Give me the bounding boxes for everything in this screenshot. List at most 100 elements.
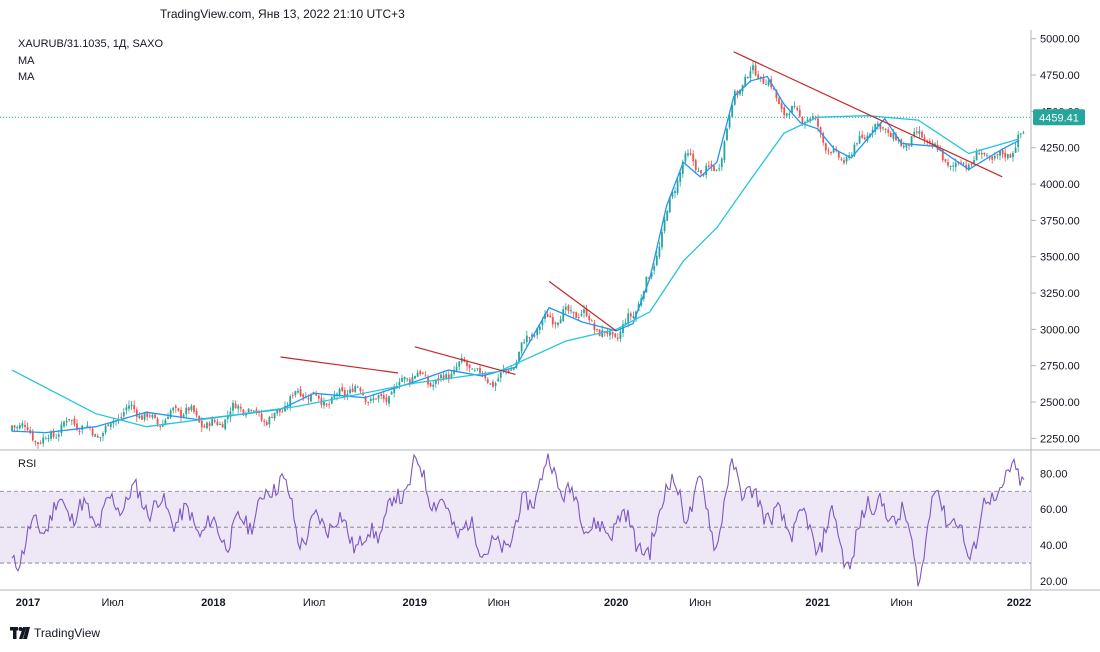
candle-body [317, 395, 320, 399]
candle-body [908, 144, 910, 146]
candle-body [658, 246, 661, 257]
candle-body [676, 180, 679, 193]
candle-body [663, 219, 666, 231]
candle-body [307, 398, 310, 400]
candle-body [726, 128, 728, 140]
candle-body [967, 164, 970, 171]
candle-body [788, 113, 791, 116]
last-price-marker: 4459.41 [0, 109, 1085, 126]
candle-body [421, 372, 424, 374]
candle-body [715, 169, 718, 171]
candle-body [999, 150, 1001, 156]
candle-body [174, 406, 177, 409]
candle-body [291, 395, 294, 397]
candle-body [375, 398, 377, 400]
candle-body [388, 396, 390, 404]
candle-body [759, 76, 762, 79]
candle-body [531, 334, 533, 337]
candle-body [102, 433, 104, 437]
trendlines [280, 51, 1003, 376]
candle-body [37, 442, 39, 445]
candle-body [562, 309, 565, 321]
candle-body [723, 141, 726, 160]
candle-body [819, 127, 822, 133]
candle-body [817, 118, 819, 127]
tradingview-brand: TradingView [10, 626, 100, 640]
candle-body [775, 89, 778, 99]
candle-body [757, 74, 760, 80]
symbol-label[interactable]: XAURUB/31.1035, 1Д, SAXO [18, 38, 164, 50]
candle-body [219, 424, 221, 426]
candle-body [70, 419, 73, 421]
candle-body [302, 394, 305, 398]
candle-body [380, 394, 383, 396]
candle-body [892, 133, 895, 139]
time-tick-label: Июн [488, 597, 510, 609]
candle-body [559, 319, 562, 324]
candle-body [889, 132, 892, 138]
candle-body [749, 71, 752, 78]
candle-body [224, 419, 227, 430]
candle-body [921, 131, 923, 138]
candle-body [949, 165, 952, 167]
candle-body [135, 409, 138, 417]
candle-body [489, 383, 492, 385]
candle-body [265, 422, 268, 426]
candle-body [468, 364, 471, 369]
candle-body [276, 409, 279, 414]
candle-body [414, 375, 416, 379]
time-tick-label: Июн [890, 597, 912, 609]
candle-body [588, 315, 591, 321]
source-header: TradingView.com, Янв 13, 2022 21:10 UTC+… [160, 7, 405, 21]
candle-body [476, 368, 479, 370]
candle-body [752, 65, 754, 71]
candle-body [273, 412, 276, 419]
rsi-pane [0, 453, 1031, 587]
candle-body [915, 131, 918, 133]
candle-body [252, 410, 255, 412]
candle-body [99, 437, 102, 439]
candle-body [611, 331, 614, 335]
candle-body [406, 378, 409, 380]
candle-body [24, 424, 26, 427]
ma-slow-label[interactable]: MA [18, 71, 35, 83]
candle-body [733, 90, 736, 105]
trendline [548, 280, 617, 332]
candle-body [882, 127, 884, 129]
candle-body [666, 210, 669, 221]
candle-body [447, 374, 450, 380]
candle-body [310, 393, 312, 402]
candle-body [783, 107, 786, 116]
time-tick-label: 2017 [16, 597, 40, 609]
candle-body [863, 137, 866, 140]
candle-body [830, 151, 832, 154]
candle-body [122, 412, 125, 417]
last-price-label: 4459.41 [1039, 112, 1079, 124]
candle-body [349, 389, 351, 393]
candle-body [705, 165, 708, 175]
candle-body [416, 372, 419, 377]
candle-body [858, 135, 861, 144]
candle-body [271, 417, 273, 419]
candle-body [970, 163, 973, 165]
candle-body [442, 375, 445, 380]
candle-body [125, 407, 128, 411]
candle-body [499, 372, 502, 378]
candle-body [796, 107, 799, 110]
candle-body [453, 369, 455, 374]
candle-body [250, 409, 253, 411]
candle-body [1019, 133, 1022, 135]
tradingview-logo-icon [10, 627, 30, 639]
candle-body [245, 413, 247, 416]
price-tick-label: 2500.00 [1040, 397, 1080, 409]
candle-body [679, 172, 682, 182]
ma-fast-label[interactable]: MA [18, 54, 35, 67]
candle-body [359, 387, 362, 392]
candle-body [164, 419, 167, 425]
trendline [280, 356, 399, 374]
candle-body [172, 407, 175, 411]
candle-body [980, 152, 983, 155]
candle-body [323, 401, 325, 406]
candle-body [905, 143, 908, 148]
